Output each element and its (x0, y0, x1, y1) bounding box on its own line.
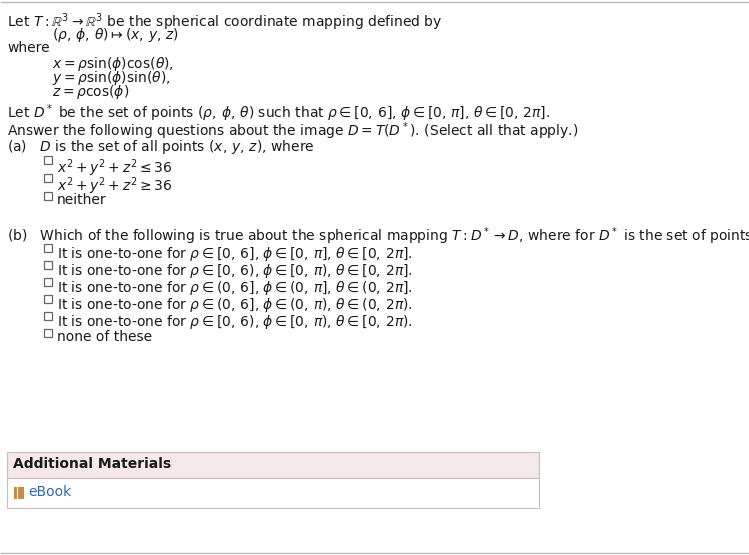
Text: $y = \rho \sin(\phi) \sin(\theta),$: $y = \rho \sin(\phi) \sin(\theta),$ (52, 69, 171, 87)
Text: Let $D^*$ be the set of points $(\rho,\, \phi,\, \theta)$ such that $\rho \in [0: Let $D^*$ be the set of points $(\rho,\,… (7, 102, 551, 124)
Bar (7, 452, 539, 478)
Text: It is one-to-one for $\rho \in (0,\, 6]$, $\phi \in (0,\, \pi)$, $\theta \in (0,: It is one-to-one for $\rho \in (0,\, 6]$… (57, 296, 413, 314)
Text: Let $T : \mathbb{R}^3 \rightarrow \mathbb{R}^3$ be the spherical coordinate mapp: Let $T : \mathbb{R}^3 \rightarrow \mathb… (7, 11, 443, 33)
Bar (44, 174, 52, 182)
Text: It is one-to-one for $\rho \in (0,\, 6]$, $\phi \in (0,\, \pi]$, $\theta \in (0,: It is one-to-one for $\rho \in (0,\, 6]$… (57, 279, 413, 297)
Bar (7, 478, 539, 508)
Text: It is one-to-one for $\rho \in [0,\, 6]$, $\phi \in [0,\, \pi]$, $\theta \in [0,: It is one-to-one for $\rho \in [0,\, 6]$… (57, 245, 413, 263)
Text: neither: neither (57, 193, 106, 207)
Text: where: where (7, 41, 49, 55)
Bar (44, 295, 52, 303)
Text: It is one-to-one for $\rho \in [0,\, 6)$, $\phi \in [0,\, \pi)$, $\theta \in [0,: It is one-to-one for $\rho \in [0,\, 6)$… (57, 313, 413, 331)
Text: (a)   $D$ is the set of all points $(x,\, y,\, z)$, where: (a) $D$ is the set of all points $(x,\, … (7, 138, 315, 156)
Bar (44, 156, 52, 164)
Text: It is one-to-one for $\rho \in [0,\, 6)$, $\phi \in [0,\, \pi)$, $\theta \in [0,: It is one-to-one for $\rho \in [0,\, 6)$… (57, 262, 413, 280)
Text: $x = \rho \sin(\phi) \cos(\theta),$: $x = \rho \sin(\phi) \cos(\theta),$ (52, 55, 174, 73)
Text: Additional Materials: Additional Materials (13, 457, 171, 471)
Bar (44, 329, 52, 337)
Text: $x^2 + y^2 + z^2 \leq 36$: $x^2 + y^2 + z^2 \leq 36$ (57, 157, 172, 179)
Text: (b)   Which of the following is true about the spherical mapping $T : D^* \right: (b) Which of the following is true about… (7, 225, 749, 246)
Text: none of these: none of these (57, 330, 152, 344)
Text: Answer the following questions about the image $D = T(D^*)$. (Select all that ap: Answer the following questions about the… (7, 120, 578, 142)
Text: $(\rho,\, \phi,\, \theta) \mapsto (x,\, y,\, z)$: $(\rho,\, \phi,\, \theta) \mapsto (x,\, … (52, 26, 179, 44)
Text: $x^2 + y^2 + z^2 \geq 36$: $x^2 + y^2 + z^2 \geq 36$ (57, 175, 172, 196)
Bar (44, 192, 52, 200)
Bar (44, 261, 52, 269)
Bar (44, 278, 52, 286)
Bar (44, 244, 52, 252)
Bar (44, 312, 52, 320)
Bar (14, 487, 24, 499)
Text: eBook: eBook (28, 485, 71, 499)
Text: $z = \rho \cos(\phi)$: $z = \rho \cos(\phi)$ (52, 83, 130, 101)
